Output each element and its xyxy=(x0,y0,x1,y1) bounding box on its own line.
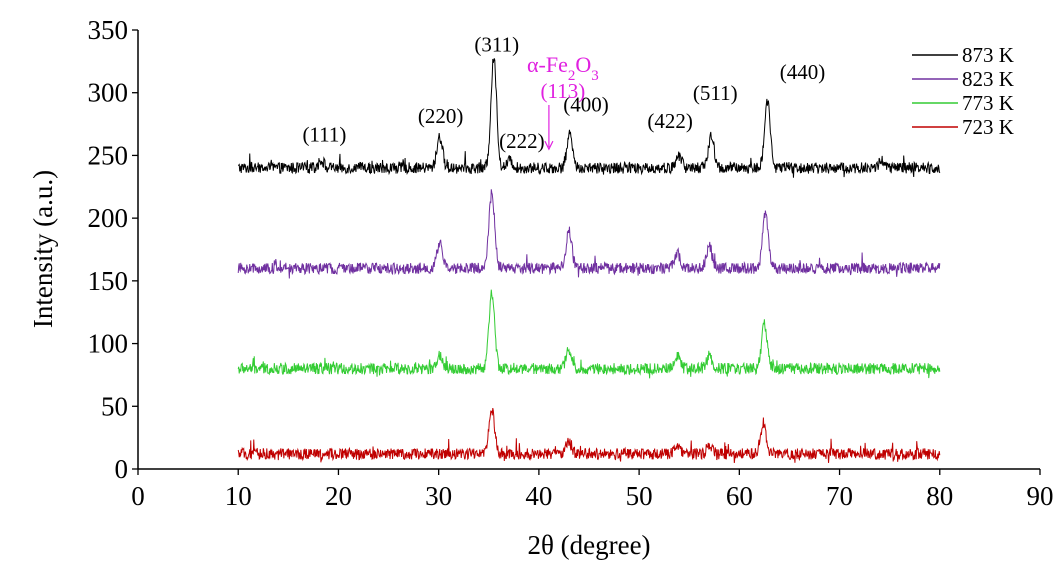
phase-hkl-label: (113) xyxy=(541,79,586,103)
legend-label: 823 K xyxy=(962,67,1014,91)
y-tick-label: 300 xyxy=(88,78,129,108)
x-axis-label: 2θ (degree) xyxy=(527,530,650,560)
peak-label: (440) xyxy=(780,60,826,84)
y-tick-label: 250 xyxy=(88,140,129,170)
y-axis-label: Intensity (a.u.) xyxy=(28,170,58,328)
y-tick-label: 0 xyxy=(115,454,129,484)
peak-label: (222) xyxy=(499,129,545,153)
peak-label: (422) xyxy=(647,109,693,133)
x-tick-label: 20 xyxy=(325,481,352,511)
y-tick-label: 50 xyxy=(101,391,128,421)
x-tick-label: 90 xyxy=(1027,481,1054,511)
x-tick-label: 0 xyxy=(131,481,145,511)
peak-label: (311) xyxy=(474,32,519,56)
y-tick-label: 200 xyxy=(88,203,129,233)
peak-label: (400) xyxy=(563,93,609,117)
y-tick-label: 350 xyxy=(88,15,129,45)
phase-arrow-head xyxy=(544,140,554,151)
x-tick-label: 70 xyxy=(826,481,853,511)
x-tick-label: 10 xyxy=(225,481,252,511)
peak-labels: (111) (220) (311) (222) (400) (422)(511) (440) xyxy=(302,32,825,153)
phase-formula: α-Fe2O3 xyxy=(527,52,599,84)
peak-label: (111) xyxy=(302,123,346,147)
peak-label: (220) xyxy=(418,104,464,128)
phase-annotation: α-Fe2O3(113) xyxy=(527,52,599,151)
x-tick-label: 50 xyxy=(626,481,653,511)
legend-label: 873 K xyxy=(962,43,1014,67)
y-tick-label: 150 xyxy=(88,266,129,296)
ticks-group: 0 10 20 30 40 50 60 70 80 90 0 50 100 150 200 250 300 350 xyxy=(88,15,1054,511)
series-line-873-k xyxy=(237,58,941,178)
x-tick-label: 80 xyxy=(926,481,953,511)
series-line-723-k xyxy=(237,407,941,463)
series-line-773-k xyxy=(237,289,941,379)
x-tick-label: 60 xyxy=(726,481,753,511)
series-group xyxy=(237,58,941,463)
y-tick-label: 100 xyxy=(88,329,129,359)
x-tick-label: 30 xyxy=(425,481,452,511)
legend-label: 723 K xyxy=(962,115,1014,139)
peak-label: (511) xyxy=(693,81,738,105)
axes xyxy=(137,30,1040,470)
x-tick-label: 40 xyxy=(525,481,552,511)
legend-label: 773 K xyxy=(962,91,1014,115)
series-line-823-k xyxy=(237,189,941,279)
